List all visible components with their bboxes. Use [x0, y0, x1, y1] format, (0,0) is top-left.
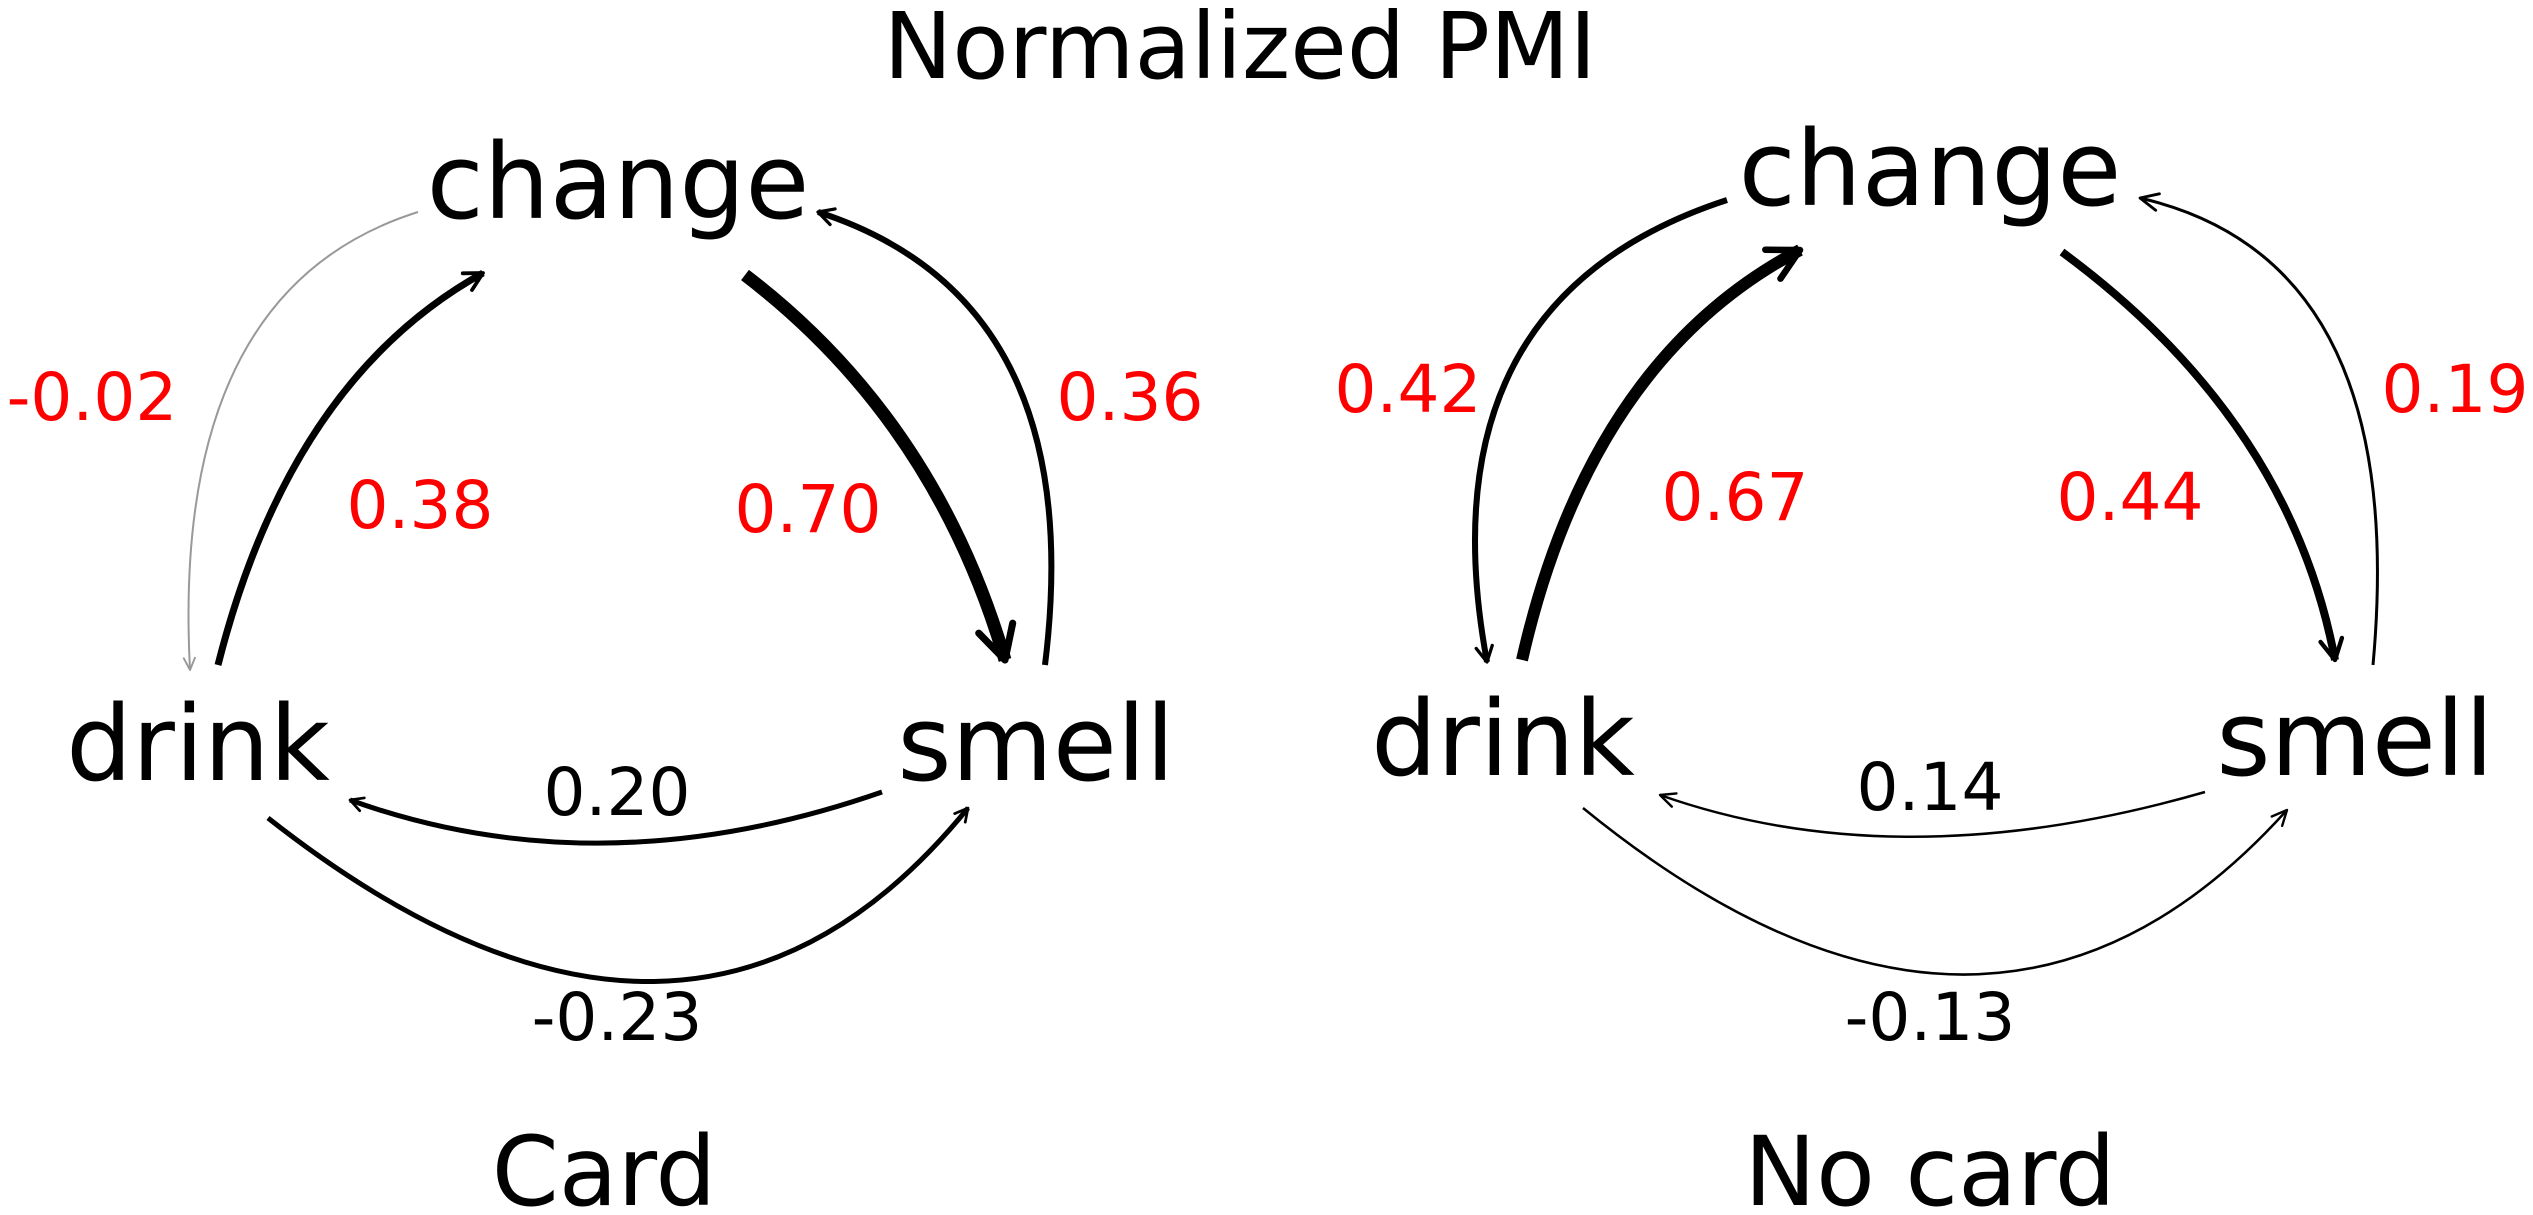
node-change: change — [1739, 108, 2122, 230]
node-drink: drink — [66, 683, 330, 805]
edge-smell-to-drink — [348, 789, 883, 846]
weight-change-to-smell: 0.70 — [735, 471, 882, 548]
weight-drink-to-smell: -0.23 — [532, 979, 703, 1056]
edge-change-to-drink — [182, 211, 419, 671]
edge-change-to-smell — [741, 269, 1017, 664]
panel-no-card: change drink smell 0.42 0.67 0.44 0.19 0… — [1335, 108, 2529, 1215]
weight-smell-to-drink: 0.14 — [1857, 749, 2004, 826]
weight-smell-to-drink: 0.20 — [544, 754, 691, 831]
weight-smell-to-change: 0.19 — [2382, 351, 2529, 428]
edge-smell-to-change — [816, 207, 1055, 666]
edge-drink-to-change — [214, 269, 485, 666]
edge-drink-to-smell — [266, 806, 970, 984]
edge-smell-to-change — [2138, 192, 2379, 666]
panel-label-card: Card — [492, 1116, 717, 1215]
node-change: change — [427, 121, 810, 243]
node-drink: drink — [1371, 678, 1635, 800]
weight-drink-to-change: 0.38 — [347, 467, 494, 544]
weight-drink-to-smell: -0.13 — [1845, 979, 2016, 1056]
weight-change-to-smell: 0.44 — [2057, 459, 2204, 536]
figure-title: Normalized PMI — [884, 0, 1597, 100]
edge-drink-to-change — [1516, 244, 1804, 662]
node-smell: smell — [2216, 678, 2493, 800]
weight-drink-to-change: 0.67 — [1662, 459, 1809, 536]
weight-change-to-drink: 0.42 — [1335, 351, 1482, 428]
edge-change-to-drink — [1472, 197, 1728, 664]
weight-smell-to-change: 0.36 — [1057, 359, 1204, 436]
edge-change-to-smell — [2059, 248, 2345, 663]
edge-drink-to-smell — [1582, 807, 2289, 976]
edge-smell-to-drink — [1658, 790, 2206, 838]
panel-label-no-card: No card — [1744, 1116, 2115, 1215]
weight-change-to-drink: -0.02 — [7, 359, 178, 436]
panel-card: change drink smell -0.02 0.38 0.70 0.36 … — [7, 121, 1204, 1215]
node-smell: smell — [897, 683, 1174, 805]
